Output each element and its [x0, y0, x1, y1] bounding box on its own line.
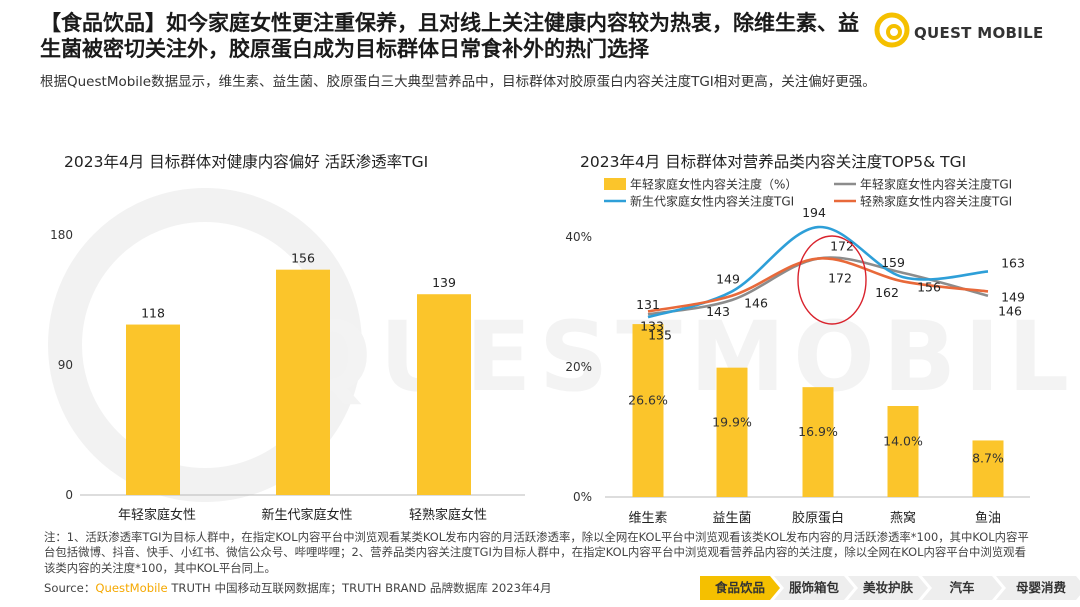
questmobile-logo-icon — [874, 12, 910, 48]
y-tick-label: 0% — [573, 490, 592, 504]
tgi-value-label: 159 — [881, 255, 905, 270]
source-line: Source：QuestMobile TRUTH 中国移动互联网数据库；TRUT… — [44, 580, 552, 596]
legend-swatch — [604, 178, 626, 190]
page-title: 【食品饮品】如今家庭女性更注重保养，且对线上关注健康内容较为热衷，除维生素、益生… — [40, 11, 859, 61]
bar — [276, 269, 330, 495]
bar — [972, 440, 1004, 497]
y-tick-label: 20% — [565, 360, 592, 374]
x-category-label: 新生代家庭女性 — [261, 507, 352, 523]
y-tick-label: 90 — [58, 358, 73, 372]
x-category-label: 胶原蛋白 — [792, 510, 844, 526]
tgi-value-label: 172 — [830, 239, 854, 254]
logo-text: QUEST MOBILE — [914, 24, 1044, 42]
source-brand: QuestMobile — [95, 581, 168, 595]
tab-food-beverage[interactable]: 食品饮品 — [700, 576, 780, 600]
bar — [887, 406, 919, 497]
bar — [632, 324, 664, 497]
bar — [802, 387, 834, 497]
x-category-label: 轻熟家庭女性 — [409, 507, 487, 523]
page-subtitle: 根据QuestMobile数据显示，维生素、益生菌、胶原蛋白三大典型营养品中，目… — [40, 74, 876, 90]
tab-automobile[interactable]: 汽车 — [922, 576, 1002, 600]
tab-maternal-infant[interactable]: 母婴消费 — [996, 576, 1080, 600]
tgi-value-label: 131 — [636, 297, 660, 312]
tgi-value-label: 146 — [744, 296, 768, 311]
y-tick-label: 0 — [65, 488, 73, 502]
legend-label: 年轻家庭女性内容关注度TGI — [860, 177, 1012, 192]
tab-apparel-bags[interactable]: 服饰箱包 — [774, 576, 854, 600]
bar-value-label: 14.0% — [883, 434, 923, 449]
footnotes: 注：1、活跃渗透率TGI为目标人群中，在指定KOL内容平台中浏览观看某类KOL发… — [44, 530, 1034, 576]
y-tick-label: 40% — [565, 230, 592, 244]
right-chart-title: 2023年4月 目标群体对营养品类内容关注度TOP5& TGI — [580, 153, 967, 171]
legend-label: 轻熟家庭女性内容关注度TGI — [860, 194, 1012, 209]
source-prefix: Source： — [44, 581, 96, 595]
bar-value-label: 118 — [141, 306, 165, 321]
tgi-value-label: 156 — [917, 279, 941, 294]
legend-label: 年轻家庭女性内容关注度（%） — [630, 177, 797, 192]
bar-value-label: 156 — [291, 251, 315, 266]
x-category-label: 维生素 — [628, 511, 667, 526]
tgi-value-label: 149 — [1001, 289, 1025, 304]
bar-value-label: 139 — [432, 275, 456, 290]
tgi-value-label: 146 — [998, 304, 1022, 319]
tgi-value-label: 162 — [875, 285, 899, 300]
left-bar-chart: 0 90 180 118 年轻家庭女性 156 新生代家庭女性 139 轻熟家庭女性 — [50, 228, 525, 523]
x-category-label: 益生菌 — [712, 511, 751, 526]
bar — [716, 367, 748, 497]
tgi-value-label: 172 — [828, 271, 852, 286]
bar-value-label: 19.9% — [712, 414, 752, 429]
bar-value-label: 26.6% — [628, 393, 668, 408]
x-category-label: 燕窝 — [890, 510, 916, 526]
tgi-value-label: 143 — [706, 304, 730, 319]
footnote-text: 注：1、活跃渗透率TGI为目标人群中，在指定KOL内容平台中浏览观看某类KOL发… — [44, 530, 1029, 575]
series-line — [647, 257, 989, 313]
tab-beauty-skincare[interactable]: 美妆护肤 — [848, 576, 928, 600]
tgi-value-label: 135 — [648, 327, 672, 342]
x-category-label: 鱼油 — [975, 510, 1001, 526]
right-combo-chart: 0% 20% 40% 26.6% 维生素 19.9% 益生菌 16.9% 胶原蛋白 14.0% 燕窝… — [565, 177, 1030, 526]
x-category-label: 年轻家庭女性 — [118, 507, 196, 523]
tgi-value-label: 133 — [640, 318, 664, 333]
source-rest: TRUTH 中国移动互联网数据库；TRUTH BRAND 品牌数据库 2023年… — [167, 581, 552, 595]
bar — [126, 324, 180, 495]
legend-label: 新生代家庭女性内容关注度TGI — [630, 194, 794, 209]
left-chart-title: 2023年4月 目标群体对健康内容偏好 活跃渗透率TGI — [64, 153, 429, 171]
highlight-ellipse — [797, 235, 867, 325]
bar — [417, 294, 471, 495]
bar-value-label: 16.9% — [798, 424, 838, 439]
tgi-value-label: 149 — [716, 271, 740, 286]
bar-value-label: 8.7% — [972, 451, 1004, 466]
y-tick-label: 180 — [50, 228, 73, 242]
category-tabs: 食品饮品 服饰箱包 美妆护肤 汽车 母婴消费 — [700, 576, 1080, 600]
tgi-value-label: 163 — [1001, 255, 1025, 270]
tgi-value-label: 194 — [802, 205, 826, 220]
